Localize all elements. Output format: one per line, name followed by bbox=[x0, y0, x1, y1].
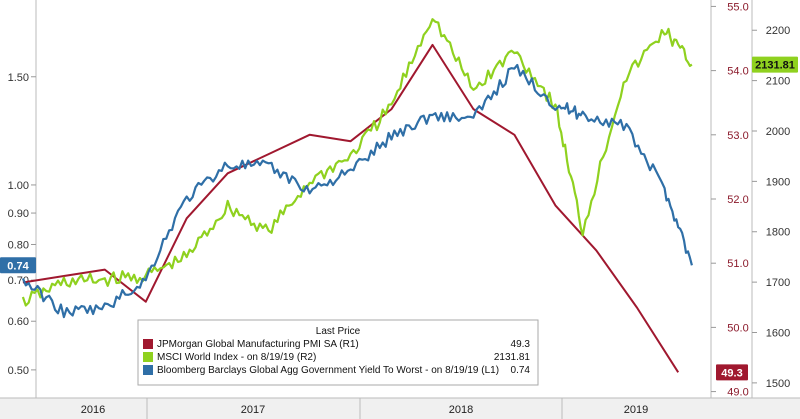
legend-label: Bloomberg Barclays Global Agg Government… bbox=[157, 365, 499, 376]
series-line bbox=[22, 43, 680, 373]
left-tick-label: 1.50 bbox=[8, 72, 29, 84]
badge-background bbox=[716, 364, 748, 381]
right2-tick-label: 1600 bbox=[766, 328, 790, 340]
last-value-badge: 49.3 bbox=[716, 364, 748, 381]
x-tick-label: 2017 bbox=[241, 404, 265, 416]
legend-header: Last Price bbox=[316, 326, 361, 337]
badge-background bbox=[752, 56, 798, 73]
left-tick-label: 0.80 bbox=[8, 239, 29, 251]
series-line bbox=[21, 18, 693, 307]
left-tick-label: 0.90 bbox=[8, 208, 29, 220]
last-value-badge: 2131.81 bbox=[752, 56, 798, 73]
badge-label: 49.3 bbox=[721, 367, 742, 379]
legend-box bbox=[137, 319, 539, 386]
right1-axis-ticks: 49.0 50.0 51.0 52.0 53.0 54.0 55.0 bbox=[711, 1, 749, 399]
right1-tick-label: 49.0 bbox=[727, 387, 748, 399]
last-value-badge: 0.74 bbox=[0, 257, 36, 274]
legend-entries: JPMorgan Global Manufacturing PMI SA (R1… bbox=[143, 339, 530, 376]
right2-tick-label: 1900 bbox=[766, 176, 790, 188]
right1-tick-label: 50.0 bbox=[727, 322, 748, 334]
x-tick-label: 2019 bbox=[624, 404, 648, 416]
x-tick-label: 2016 bbox=[81, 404, 105, 416]
legend-value: 2131.81 bbox=[494, 352, 531, 363]
left-tick-label: 0.50 bbox=[8, 365, 29, 377]
left-tick-label: 0.60 bbox=[8, 316, 29, 328]
right2-tick-label: 2000 bbox=[766, 126, 790, 138]
legend-entry: MSCI World Index - on 8/19/19 (R2) 2131.8… bbox=[143, 352, 530, 363]
x-tick-label: 2018 bbox=[449, 404, 473, 416]
right1-tick-label: 52.0 bbox=[727, 194, 748, 206]
left-axis-ticks: 0.500.600.700.800.901.001.50 bbox=[8, 72, 36, 377]
legend-entry: Bloomberg Barclays Global Agg Government… bbox=[143, 365, 530, 376]
x-axis-ticks: 2016 2017 2018 2019 bbox=[81, 404, 648, 416]
right2-tick-label: 2200 bbox=[766, 25, 790, 37]
right1-tick-label: 51.0 bbox=[727, 258, 748, 270]
right2-tick-label: 1800 bbox=[766, 227, 790, 239]
legend: Last Price JPMorgan Global Manufacturing… bbox=[137, 319, 539, 386]
legend-label: MSCI World Index - on 8/19/19 (R2) bbox=[157, 352, 316, 363]
series-line bbox=[21, 63, 693, 319]
badge-label: 0.74 bbox=[7, 260, 29, 272]
legend-swatch bbox=[143, 339, 153, 349]
left-tick-label: 1.00 bbox=[8, 180, 29, 192]
legend-swatch bbox=[143, 365, 153, 375]
badge-label: 2131.81 bbox=[755, 60, 795, 72]
right1-tick-label: 55.0 bbox=[727, 1, 748, 13]
legend-entry: JPMorgan Global Manufacturing PMI SA (R1… bbox=[143, 339, 530, 350]
right1-tick-label: 53.0 bbox=[727, 130, 748, 142]
right2-tick-label: 1500 bbox=[766, 378, 790, 390]
series-lines bbox=[21, 18, 693, 373]
legend-swatch bbox=[143, 352, 153, 362]
legend-label: JPMorgan Global Manufacturing PMI SA (R1… bbox=[157, 339, 359, 350]
right2-tick-label: 2100 bbox=[766, 76, 790, 88]
legend-value: 0.74 bbox=[511, 365, 531, 376]
x-axis-band bbox=[0, 398, 800, 419]
badge-background bbox=[0, 257, 36, 274]
legend-value: 49.3 bbox=[511, 339, 531, 350]
right1-tick-label: 54.0 bbox=[727, 66, 748, 78]
last-value-badges: 2131.81 0.74 49.3 bbox=[0, 56, 798, 381]
right2-axis-ticks: 1500 1600 1700 1800 1900 2000 2100 2200 bbox=[752, 25, 790, 390]
right2-tick-label: 1700 bbox=[766, 277, 790, 289]
